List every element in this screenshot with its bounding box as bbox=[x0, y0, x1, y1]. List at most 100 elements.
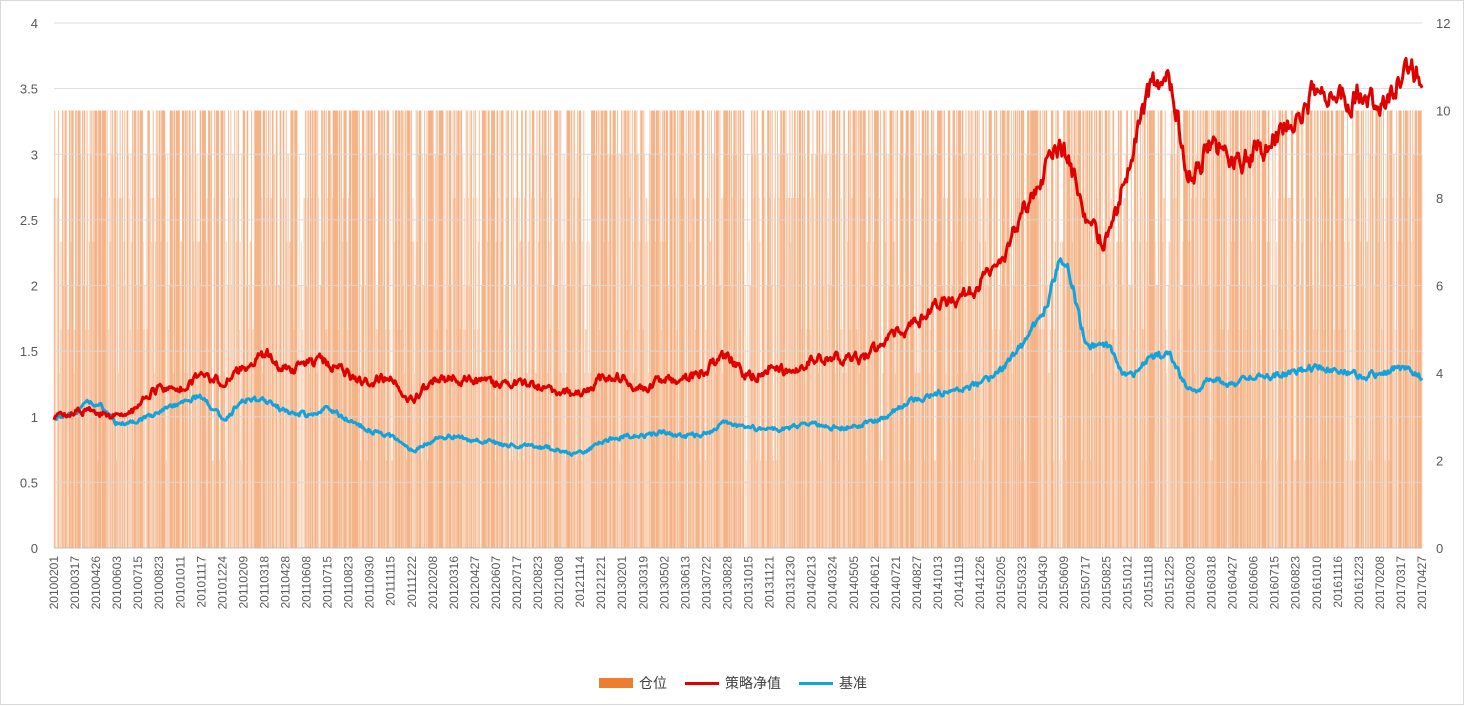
x-tick-label: 20110608 bbox=[300, 556, 314, 609]
benchmark-line bbox=[53, 257, 1424, 457]
x-tick-label: 20130722 bbox=[699, 556, 713, 610]
x-tick-label: 20120208 bbox=[426, 556, 440, 610]
x-tick-label: 20140213 bbox=[805, 556, 819, 610]
x-axis-ticks: 20100201 20100317 20100426 20100603 20100715… bbox=[47, 556, 1429, 610]
x-tick-label: 20110318 bbox=[258, 556, 272, 609]
x-tick-label: 20130319 bbox=[636, 556, 650, 610]
legend-position-label: 仓位 bbox=[639, 675, 667, 691]
legend-strategy[interactable]: 策略净值 bbox=[685, 673, 781, 693]
x-tick-label: 20150323 bbox=[1015, 556, 1029, 610]
x-tick-label: 20170317 bbox=[1394, 556, 1408, 610]
x-tick-label: 20101117 bbox=[194, 556, 208, 608]
right-axis-ticks: 0 2 4 6 8 10 12 bbox=[1436, 16, 1450, 556]
left-axis-ticks: 0 0.5 1 1.5 2 2.5 3 3.5 4 bbox=[20, 16, 38, 556]
x-tick-label: 20141119 bbox=[952, 556, 966, 608]
left-tick-label: 3 bbox=[31, 147, 38, 162]
x-tick-label: 20130828 bbox=[721, 556, 735, 610]
left-tick-label: 3.5 bbox=[20, 82, 38, 97]
x-tick-label: 20151118 bbox=[1141, 556, 1155, 608]
x-tick-label: 20151012 bbox=[1120, 556, 1134, 610]
x-tick-label: 20170427 bbox=[1415, 556, 1429, 610]
strategy-line bbox=[52, 56, 1424, 421]
x-tick-label: 20141013 bbox=[931, 556, 945, 610]
x-tick-label: 20110428 bbox=[279, 556, 293, 609]
x-tick-label: 20140827 bbox=[910, 556, 924, 610]
legend-benchmark-label: 基准 bbox=[839, 675, 867, 691]
left-tick-label: 0.5 bbox=[20, 475, 38, 490]
right-tick-label: 4 bbox=[1436, 366, 1443, 381]
x-tick-label: 20120316 bbox=[447, 556, 461, 610]
x-tick-label: 20120607 bbox=[489, 556, 503, 610]
strategy-series bbox=[52, 56, 1424, 421]
x-tick-label: 20121008 bbox=[552, 556, 566, 610]
x-tick-label: 20100317 bbox=[68, 556, 82, 610]
x-tick-label: 20150430 bbox=[1036, 556, 1050, 610]
left-tick-label: 1.5 bbox=[20, 344, 38, 359]
x-tick-label: 20131015 bbox=[742, 556, 756, 610]
x-tick-label: 20100603 bbox=[110, 556, 124, 610]
x-tick-label: 20160427 bbox=[1226, 556, 1240, 610]
strategy-swatch bbox=[685, 681, 719, 685]
x-tick-label: 20161010 bbox=[1310, 556, 1324, 610]
x-tick-label: 20111115 bbox=[384, 556, 398, 606]
x-tick-label: 20161116 bbox=[1331, 556, 1345, 608]
x-tick-label: 20161223 bbox=[1352, 556, 1366, 610]
x-tick-label: 20150825 bbox=[1099, 556, 1113, 610]
x-tick-label: 20110823 bbox=[342, 556, 356, 609]
x-tick-label: 20150717 bbox=[1078, 556, 1092, 610]
x-tick-label: 20140721 bbox=[889, 556, 903, 610]
legend-benchmark[interactable]: 基准 bbox=[799, 673, 867, 693]
x-tick-label: 20100715 bbox=[131, 556, 145, 610]
x-tick-label: 20111222 bbox=[405, 556, 419, 608]
x-tick-label: 20170208 bbox=[1373, 556, 1387, 610]
x-tick-label: 20100201 bbox=[47, 556, 61, 610]
position-swatch bbox=[599, 678, 633, 688]
x-tick-label: 20160606 bbox=[1247, 556, 1261, 610]
benchmark-series bbox=[53, 257, 1424, 457]
x-tick-label: 20141226 bbox=[973, 556, 987, 610]
x-tick-label: 20131230 bbox=[784, 556, 798, 610]
x-tick-label: 20140324 bbox=[826, 556, 840, 610]
x-tick-label: 20130502 bbox=[657, 556, 671, 610]
left-tick-label: 2 bbox=[31, 279, 38, 294]
x-tick-label: 20150205 bbox=[994, 556, 1008, 610]
legend-strategy-label: 策略净值 bbox=[725, 675, 781, 691]
left-tick-label: 2.5 bbox=[20, 213, 38, 228]
gridlines bbox=[54, 22, 1422, 549]
x-tick-label: 20160203 bbox=[1184, 556, 1198, 610]
right-tick-label: 2 bbox=[1436, 454, 1443, 469]
right-tick-label: 8 bbox=[1436, 191, 1443, 206]
x-tick-label: 20110930 bbox=[363, 556, 377, 609]
x-tick-label: 20131121 bbox=[763, 556, 777, 609]
x-tick-label: 20130201 bbox=[615, 556, 629, 610]
x-tick-label: 20100823 bbox=[152, 556, 166, 610]
x-tick-label: 20151225 bbox=[1162, 556, 1176, 610]
x-tick-label: 20121114 bbox=[573, 556, 587, 608]
x-tick-label: 20121221 bbox=[594, 556, 608, 610]
legend: 仓位 策略净值 基准 bbox=[1, 673, 1464, 693]
right-tick-label: 10 bbox=[1436, 104, 1450, 119]
right-tick-label: 6 bbox=[1436, 279, 1443, 294]
x-tick-label: 20110715 bbox=[321, 556, 335, 609]
x-tick-label: 20120717 bbox=[510, 556, 524, 610]
x-tick-label: 20160318 bbox=[1205, 556, 1219, 610]
right-tick-label: 12 bbox=[1436, 16, 1450, 31]
benchmark-swatch bbox=[799, 681, 833, 685]
left-tick-label: 1 bbox=[31, 410, 38, 425]
right-tick-label: 0 bbox=[1436, 541, 1443, 556]
x-tick-label: 20140612 bbox=[868, 556, 882, 610]
x-tick-label: 20110209 bbox=[236, 556, 250, 609]
x-tick-label: 20130613 bbox=[678, 556, 692, 610]
x-tick-label: 20101011 bbox=[173, 556, 187, 609]
x-tick-label: 20160715 bbox=[1268, 556, 1282, 610]
legend-position[interactable]: 仓位 bbox=[599, 673, 667, 693]
x-tick-label: 20101224 bbox=[215, 556, 229, 610]
x-tick-label: 20150609 bbox=[1057, 556, 1071, 610]
x-tick-label: 20100426 bbox=[89, 556, 103, 610]
x-tick-label: 20160823 bbox=[1289, 556, 1303, 610]
left-tick-label: 4 bbox=[31, 16, 38, 31]
x-tick-label: 20120427 bbox=[468, 556, 482, 610]
left-tick-label: 0 bbox=[31, 541, 38, 556]
